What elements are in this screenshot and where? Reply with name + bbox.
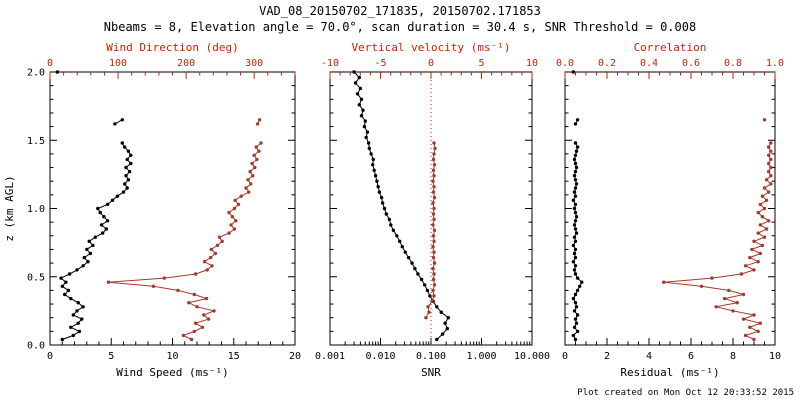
top-axis-label: Vertical velocity (ms⁻¹) xyxy=(352,41,511,54)
bottom-axis-label: Wind Speed (ms⁻¹) xyxy=(116,366,229,379)
panel-snr: 0.001 0.010 0.100 1.000 10.000 SNR -10 -5 0 5 10 Ve… xyxy=(315,41,550,379)
svg-text:100: 100 xyxy=(109,58,127,69)
y-axis-label: z (km AGL) xyxy=(3,175,16,241)
panel-residual: 0 2 4 6 8 10 Residual (ms⁻¹) 0.0 0.2 0.4 0.6 0.8 1.0… xyxy=(556,41,784,379)
svg-text:20: 20 xyxy=(289,351,301,362)
svg-text:200: 200 xyxy=(177,58,195,69)
svg-text:0: 0 xyxy=(47,58,53,69)
svg-text:0.4: 0.4 xyxy=(640,58,658,69)
svg-text:10: 10 xyxy=(526,58,538,69)
svg-text:-5: -5 xyxy=(374,58,386,69)
creation-timestamp: Plot created on Mon Oct 12 20:33:52 2015 xyxy=(577,388,794,398)
svg-text:6: 6 xyxy=(688,351,694,362)
svg-text:8: 8 xyxy=(730,351,736,362)
svg-text:5: 5 xyxy=(478,58,484,69)
top-axis-label: Correlation xyxy=(634,41,707,54)
svg-text:1.5: 1.5 xyxy=(27,136,45,147)
svg-text:2.0: 2.0 xyxy=(27,68,45,79)
svg-text:0.0: 0.0 xyxy=(27,341,45,352)
top-axis-label: Wind Direction (deg) xyxy=(106,41,238,54)
svg-text:0.0: 0.0 xyxy=(556,58,574,69)
svg-text:0.2: 0.2 xyxy=(598,58,616,69)
series-correlation xyxy=(662,118,773,341)
svg-text:-10: -10 xyxy=(321,58,339,69)
svg-text:0: 0 xyxy=(47,351,53,362)
plot-title: VAD_08_20150702_171835, 20150702.171853 xyxy=(259,4,541,18)
svg-text:0.010: 0.010 xyxy=(365,351,395,362)
panel-wind: 0.0 0.5 1.0 1.5 2.0 z (km AGL) 0 5 10 15 20 Wind Sp… xyxy=(3,41,301,379)
svg-text:5: 5 xyxy=(108,351,114,362)
svg-text:1.000: 1.000 xyxy=(466,351,496,362)
bottom-axis-label: Residual (ms⁻¹) xyxy=(620,366,719,379)
svg-text:10.000: 10.000 xyxy=(514,351,550,362)
svg-text:1.0: 1.0 xyxy=(766,58,784,69)
svg-text:0.8: 0.8 xyxy=(724,58,742,69)
svg-text:1.0: 1.0 xyxy=(27,204,45,215)
svg-text:300: 300 xyxy=(245,58,263,69)
series-wind_speed xyxy=(56,70,133,341)
series-vertical_velocity xyxy=(424,141,437,320)
svg-text:15: 15 xyxy=(228,351,240,362)
svg-text:4: 4 xyxy=(646,351,652,362)
svg-text:0.5: 0.5 xyxy=(27,272,45,283)
svg-text:2: 2 xyxy=(604,351,610,362)
series-residual xyxy=(572,70,584,341)
bottom-axis-label: SNR xyxy=(421,366,441,379)
svg-text:0: 0 xyxy=(562,351,568,362)
svg-text:0.6: 0.6 xyxy=(682,58,700,69)
svg-text:0.001: 0.001 xyxy=(315,351,345,362)
svg-text:0: 0 xyxy=(428,58,434,69)
svg-text:10: 10 xyxy=(166,351,178,362)
svg-text:0.100: 0.100 xyxy=(416,351,446,362)
plot-subtitle: Nbeams = 8, Elevation angle = 70.0°, sca… xyxy=(103,20,697,34)
svg-text:10: 10 xyxy=(769,351,781,362)
series-wind_direction xyxy=(106,118,263,342)
series-snr xyxy=(352,70,450,342)
